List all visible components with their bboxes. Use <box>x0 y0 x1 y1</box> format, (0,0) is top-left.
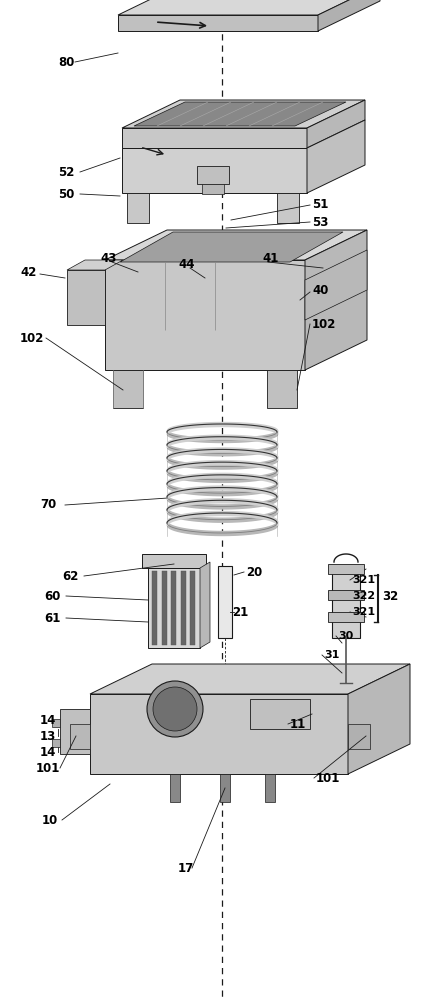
Text: 31: 31 <box>324 650 339 660</box>
Text: 42: 42 <box>20 265 36 278</box>
Polygon shape <box>348 664 410 774</box>
Polygon shape <box>122 128 307 148</box>
Text: 17: 17 <box>178 861 194 874</box>
Text: 11: 11 <box>290 718 306 730</box>
Polygon shape <box>52 739 60 747</box>
Polygon shape <box>220 774 230 802</box>
Text: 50: 50 <box>58 188 74 200</box>
Polygon shape <box>70 724 90 749</box>
Polygon shape <box>113 370 143 408</box>
Polygon shape <box>171 571 176 645</box>
Text: 44: 44 <box>178 258 194 271</box>
Polygon shape <box>118 15 318 31</box>
Polygon shape <box>328 612 364 622</box>
Polygon shape <box>90 694 348 774</box>
Text: 322: 322 <box>352 591 375 601</box>
Polygon shape <box>105 260 305 370</box>
Text: 41: 41 <box>262 251 278 264</box>
Polygon shape <box>122 100 365 128</box>
Polygon shape <box>105 230 367 260</box>
Text: 52: 52 <box>58 165 74 178</box>
Text: 101: 101 <box>316 772 340 784</box>
Polygon shape <box>218 566 232 638</box>
Polygon shape <box>328 590 364 600</box>
Text: 14: 14 <box>40 714 56 726</box>
Text: 32: 32 <box>382 589 398 602</box>
Circle shape <box>147 681 203 737</box>
Polygon shape <box>170 774 180 802</box>
Polygon shape <box>118 0 380 15</box>
Polygon shape <box>67 260 123 270</box>
Polygon shape <box>250 699 310 729</box>
Polygon shape <box>197 166 229 184</box>
Text: 51: 51 <box>312 198 328 212</box>
Polygon shape <box>120 232 343 262</box>
Text: 321: 321 <box>352 607 375 617</box>
Polygon shape <box>60 709 90 754</box>
Text: 13: 13 <box>40 730 56 742</box>
Circle shape <box>153 687 197 731</box>
Text: 80: 80 <box>58 55 74 68</box>
Polygon shape <box>134 102 346 126</box>
Polygon shape <box>67 270 105 325</box>
Polygon shape <box>181 571 186 645</box>
Text: 61: 61 <box>44 611 60 624</box>
Polygon shape <box>202 184 224 194</box>
Polygon shape <box>265 774 275 802</box>
Text: 321: 321 <box>352 575 375 585</box>
Text: 102: 102 <box>20 332 44 344</box>
Text: 43: 43 <box>100 251 117 264</box>
Polygon shape <box>148 568 200 648</box>
Polygon shape <box>52 719 60 727</box>
Text: 40: 40 <box>312 284 328 296</box>
Text: 30: 30 <box>338 631 353 641</box>
Polygon shape <box>277 193 299 223</box>
Polygon shape <box>122 148 307 193</box>
Text: 60: 60 <box>44 589 60 602</box>
Polygon shape <box>307 100 365 148</box>
Polygon shape <box>90 664 410 694</box>
Polygon shape <box>162 571 167 645</box>
Text: 102: 102 <box>312 318 336 330</box>
Polygon shape <box>307 120 365 193</box>
Polygon shape <box>348 724 370 749</box>
Polygon shape <box>152 571 158 645</box>
Polygon shape <box>328 564 364 574</box>
Text: 53: 53 <box>312 216 328 229</box>
Text: 10: 10 <box>42 814 58 826</box>
Polygon shape <box>267 370 297 408</box>
Text: 14: 14 <box>40 746 56 758</box>
Text: 70: 70 <box>40 498 56 512</box>
Text: 21: 21 <box>232 605 248 618</box>
Polygon shape <box>127 193 149 223</box>
Text: 101: 101 <box>36 762 60 774</box>
Polygon shape <box>332 572 360 638</box>
Polygon shape <box>305 250 367 320</box>
Polygon shape <box>200 562 210 648</box>
Polygon shape <box>142 554 206 568</box>
Polygon shape <box>305 230 367 370</box>
Polygon shape <box>318 0 380 31</box>
Text: 62: 62 <box>62 570 78 582</box>
Polygon shape <box>190 571 195 645</box>
Text: 20: 20 <box>246 566 262 578</box>
